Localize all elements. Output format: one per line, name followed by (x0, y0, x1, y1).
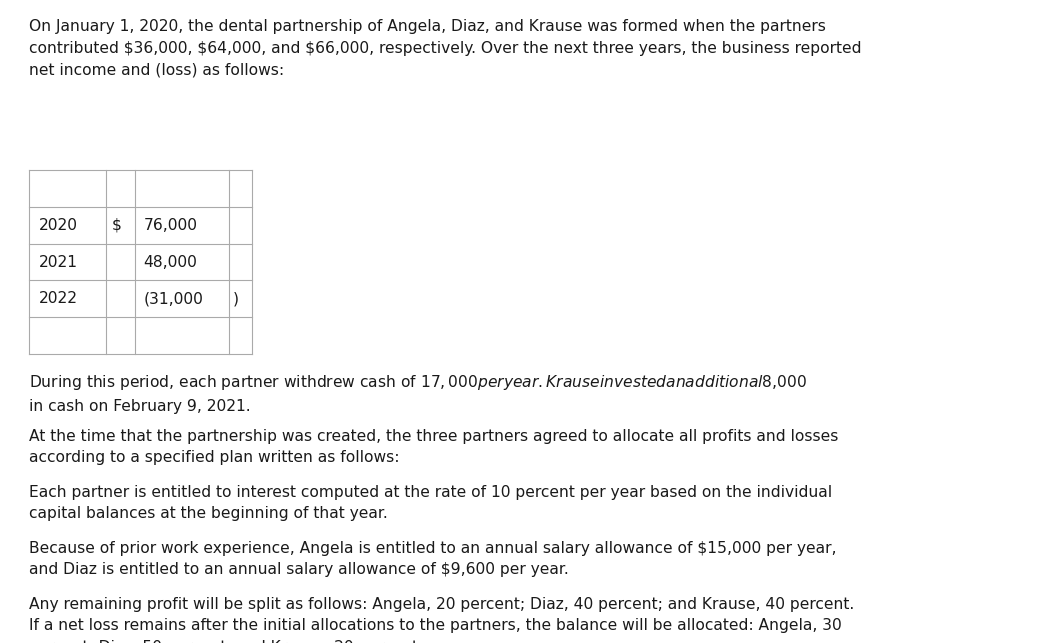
Text: During this period, each partner withdrew cash of $17,000 per year. Krause inves: During this period, each partner withdre… (29, 373, 807, 413)
Text: Each partner is entitled to interest computed at the rate of 10 percent per year: Each partner is entitled to interest com… (29, 485, 832, 521)
Text: On January 1, 2020, the dental partnership of Angela, Diaz, and Krause was forme: On January 1, 2020, the dental partnersh… (29, 19, 861, 78)
Text: Because of prior work experience, Angela is entitled to an annual salary allowan: Because of prior work experience, Angela… (29, 541, 836, 577)
Text: ): ) (233, 291, 239, 306)
Text: (31,000: (31,000 (144, 291, 204, 306)
Text: 2022: 2022 (38, 291, 77, 306)
Text: 2021: 2021 (38, 255, 77, 269)
Text: 48,000: 48,000 (144, 255, 198, 269)
Text: 76,000: 76,000 (144, 218, 198, 233)
Text: At the time that the partnership was created, the three partners agreed to alloc: At the time that the partnership was cre… (29, 429, 838, 466)
Text: 2020: 2020 (38, 218, 77, 233)
Text: Any remaining profit will be split as follows: Angela, 20 percent; Diaz, 40 perc: Any remaining profit will be split as fo… (29, 597, 855, 643)
Text: $: $ (111, 218, 121, 233)
